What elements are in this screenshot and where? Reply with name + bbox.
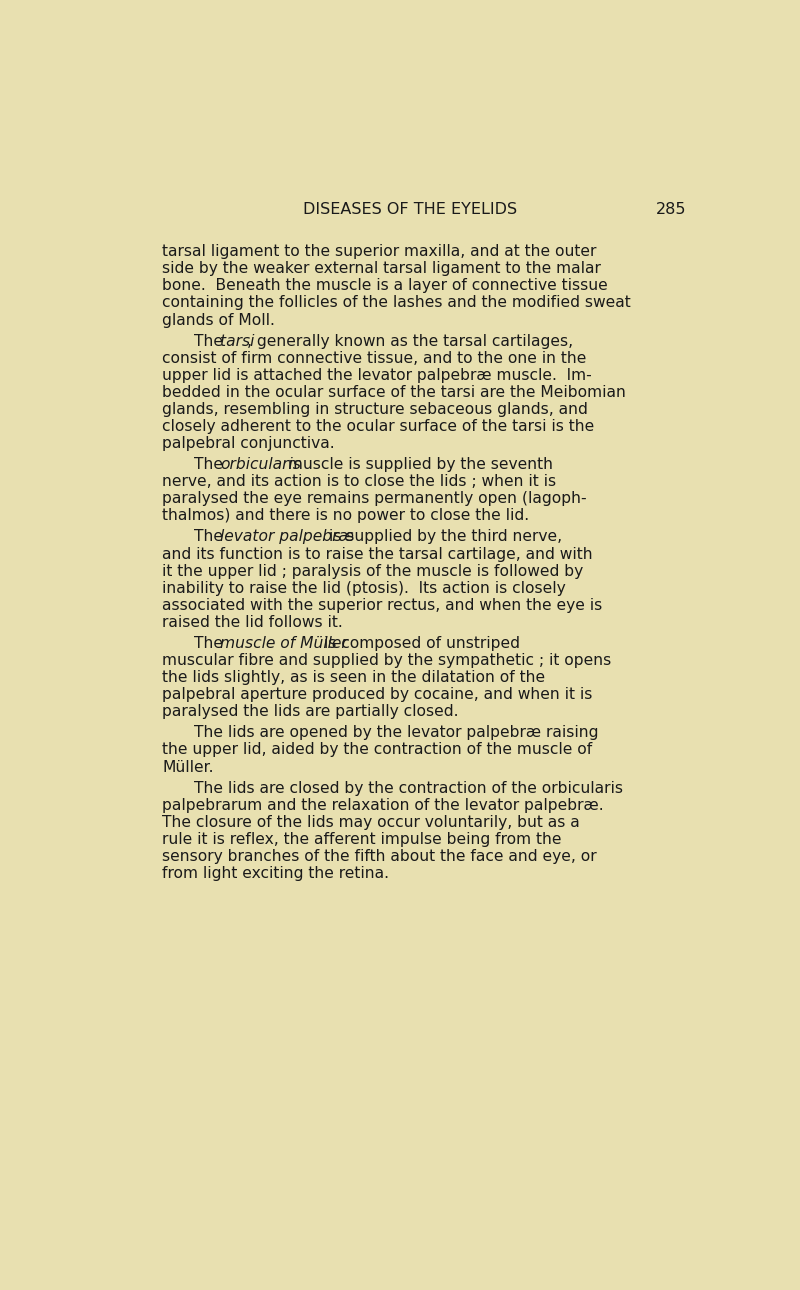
Text: The: The (194, 529, 228, 544)
Text: palpebrarum and the relaxation of the levator palpebræ.: palpebrarum and the relaxation of the le… (162, 797, 604, 813)
Text: consist of firm connective tissue, and to the one in the: consist of firm connective tissue, and t… (162, 351, 586, 365)
Text: paralysed the lids are partially closed.: paralysed the lids are partially closed. (162, 704, 458, 720)
Text: tarsi: tarsi (221, 334, 255, 348)
Text: 285: 285 (655, 203, 686, 218)
Text: muscle is supplied by the seventh: muscle is supplied by the seventh (283, 457, 553, 472)
Text: inability to raise the lid (ptosis).  Its action is closely: inability to raise the lid (ptosis). Its… (162, 580, 566, 596)
Text: DISEASES OF THE EYELIDS: DISEASES OF THE EYELIDS (303, 203, 517, 218)
Text: nerve, and its action is to close the lids ; when it is: nerve, and its action is to close the li… (162, 475, 556, 489)
Text: glands of Moll.: glands of Moll. (162, 312, 275, 328)
Text: is composed of unstriped: is composed of unstriped (319, 636, 521, 651)
Text: sensory branches of the fifth about the face and eye, or: sensory branches of the fifth about the … (162, 849, 597, 864)
Text: it the upper lid ; paralysis of the muscle is followed by: it the upper lid ; paralysis of the musc… (162, 564, 583, 579)
Text: Müller.: Müller. (162, 760, 214, 774)
Text: tarsal ligament to the superior maxilla, and at the outer: tarsal ligament to the superior maxilla,… (162, 244, 596, 259)
Text: paralysed the eye remains permanently open (lagoph-: paralysed the eye remains permanently op… (162, 491, 586, 507)
Text: the lids slightly, as is seen in the dilatation of the: the lids slightly, as is seen in the dil… (162, 670, 545, 685)
Text: and its function is to raise the tarsal cartilage, and with: and its function is to raise the tarsal … (162, 547, 593, 561)
Text: upper lid is attached the levator palpebræ muscle.  Im-: upper lid is attached the levator palpeb… (162, 368, 592, 383)
Text: The: The (194, 334, 228, 348)
Text: associated with the superior rectus, and when the eye is: associated with the superior rectus, and… (162, 597, 602, 613)
Text: containing the follicles of the lashes and the modified sweat: containing the follicles of the lashes a… (162, 295, 630, 311)
Text: muscle of Müller: muscle of Müller (221, 636, 348, 651)
Text: rule it is reflex, the afferent impulse being from the: rule it is reflex, the afferent impulse … (162, 832, 562, 846)
Text: thalmos) and there is no power to close the lid.: thalmos) and there is no power to close … (162, 508, 529, 524)
Text: bedded in the ocular surface of the tarsi are the Meibomian: bedded in the ocular surface of the tars… (162, 384, 626, 400)
Text: muscular fibre and supplied by the sympathetic ; it opens: muscular fibre and supplied by the sympa… (162, 653, 611, 668)
Text: The lids are opened by the levator palpebræ raising: The lids are opened by the levator palpe… (194, 725, 598, 740)
Text: raised the lid follows it.: raised the lid follows it. (162, 615, 342, 630)
Text: palpebral conjunctiva.: palpebral conjunctiva. (162, 436, 334, 452)
Text: orbicularis: orbicularis (221, 457, 302, 472)
Text: The: The (194, 457, 228, 472)
Text: The: The (194, 636, 228, 651)
Text: The lids are closed by the contraction of the orbicularis: The lids are closed by the contraction o… (194, 780, 623, 796)
Text: the upper lid, aided by the contraction of the muscle of: the upper lid, aided by the contraction … (162, 743, 592, 757)
Text: closely adherent to the ocular surface of the tarsi is the: closely adherent to the ocular surface o… (162, 419, 594, 433)
Text: is supplied by the third nerve,: is supplied by the third nerve, (324, 529, 562, 544)
Text: side by the weaker external tarsal ligament to the malar: side by the weaker external tarsal ligam… (162, 262, 601, 276)
Text: , generally known as the tarsal cartilages,: , generally known as the tarsal cartilag… (247, 334, 574, 348)
Text: from light exciting the retina.: from light exciting the retina. (162, 866, 389, 881)
Text: bone.  Beneath the muscle is a layer of connective tissue: bone. Beneath the muscle is a layer of c… (162, 279, 608, 293)
Text: levator palpebræ: levator palpebræ (221, 529, 354, 544)
Text: The closure of the lids may occur voluntarily, but as a: The closure of the lids may occur volunt… (162, 815, 580, 829)
Text: glands, resembling in structure sebaceous glands, and: glands, resembling in structure sebaceou… (162, 402, 588, 417)
Text: palpebral aperture produced by cocaine, and when it is: palpebral aperture produced by cocaine, … (162, 688, 592, 702)
